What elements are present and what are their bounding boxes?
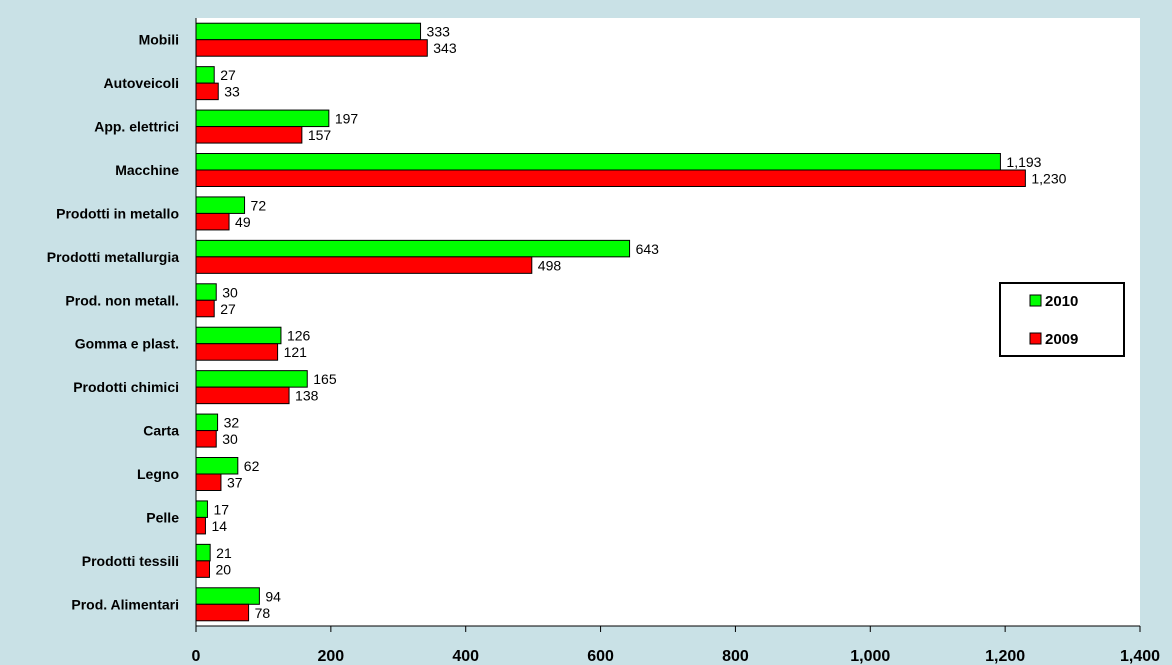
data-label-2009: 14 bbox=[211, 518, 227, 534]
data-label-2009: 30 bbox=[222, 431, 238, 447]
category-label: Prodotti metallurgia bbox=[47, 249, 179, 265]
data-label-2010: 17 bbox=[213, 501, 229, 517]
bar-2009 bbox=[195, 386, 290, 405]
data-label-2010: 165 bbox=[313, 371, 337, 387]
data-label-2009: 157 bbox=[308, 127, 332, 143]
category-labels: Mobili Autoveicoli App. elettrici Macchine P… bbox=[47, 32, 179, 613]
data-label-2009: 343 bbox=[433, 40, 457, 56]
bar-2010 bbox=[195, 413, 219, 432]
data-label-2010: 94 bbox=[265, 588, 281, 604]
bar-2009 bbox=[195, 603, 250, 622]
category-label: Macchine bbox=[115, 162, 179, 178]
legend-label-2010: 2010 bbox=[1045, 293, 1078, 310]
category-label: Mobili bbox=[139, 32, 179, 48]
data-label-2009: 33 bbox=[224, 84, 240, 100]
data-label-2009: 78 bbox=[255, 605, 271, 621]
data-label-2009: 138 bbox=[295, 388, 319, 404]
data-label-2010: 1,193 bbox=[1006, 154, 1041, 170]
x-tick-label: 400 bbox=[452, 648, 479, 665]
bar-2010 bbox=[195, 239, 631, 258]
data-label-2010: 197 bbox=[335, 111, 359, 127]
data-label-2010: 27 bbox=[220, 67, 236, 83]
data-label-2009: 49 bbox=[235, 214, 251, 230]
data-label-2009: 1,230 bbox=[1031, 171, 1066, 187]
legend-box bbox=[999, 282, 1125, 357]
bar-2010 bbox=[195, 500, 208, 518]
data-label-2010: 30 bbox=[222, 284, 238, 300]
category-label: Prod. Alimentari bbox=[71, 596, 179, 612]
bar-2010 bbox=[195, 543, 211, 562]
bar-2010 bbox=[195, 66, 215, 84]
category-label: Autoveicoli bbox=[104, 75, 179, 91]
bar-2010 bbox=[195, 457, 239, 475]
x-ticks: 0 200 400 600 800 1,000 1,200 1,400 bbox=[192, 626, 1160, 665]
bar-2009 bbox=[195, 39, 428, 57]
bar-2010 bbox=[195, 153, 1001, 171]
data-label-2009: 121 bbox=[284, 344, 308, 360]
bar-2009 bbox=[195, 212, 230, 231]
data-label-2009: 20 bbox=[215, 561, 231, 577]
category-label: Prodotti chimici bbox=[73, 379, 179, 395]
legend-swatch-2010 bbox=[1029, 294, 1042, 307]
bar-2009 bbox=[195, 256, 533, 274]
data-label-2009: 498 bbox=[538, 257, 562, 273]
bar-2009 bbox=[195, 343, 279, 361]
category-label: Prodotti in metallo bbox=[56, 205, 179, 221]
data-label-2010: 21 bbox=[216, 545, 232, 561]
bar-2010 bbox=[195, 587, 260, 605]
bar-2009 bbox=[195, 299, 215, 318]
bar-2010 bbox=[195, 109, 330, 128]
bar-2010 bbox=[195, 283, 217, 301]
category-label: Gomma e plast. bbox=[75, 336, 179, 352]
bar-2010 bbox=[195, 196, 246, 214]
bar-2009 bbox=[195, 169, 1026, 187]
bars-group: 33334327331971571,1931,23072496434983027… bbox=[195, 22, 1067, 622]
bar-2009 bbox=[195, 430, 217, 448]
legend-label-2009: 2009 bbox=[1045, 331, 1078, 348]
category-label: Prodotti tessili bbox=[82, 553, 179, 569]
plot-area bbox=[196, 18, 1140, 626]
bar-2009 bbox=[195, 126, 303, 144]
x-tick-label: 600 bbox=[587, 648, 614, 665]
data-label-2010: 32 bbox=[224, 415, 240, 431]
bar-2010 bbox=[195, 370, 308, 388]
bar-2009 bbox=[195, 473, 222, 491]
x-tick-label: 800 bbox=[722, 648, 749, 665]
category-label: Prod. non metall. bbox=[65, 292, 179, 308]
data-label-2010: 333 bbox=[427, 24, 451, 40]
data-label-2010: 126 bbox=[287, 328, 311, 344]
bar-2010 bbox=[195, 22, 422, 41]
bar-2010 bbox=[195, 326, 282, 345]
category-label: Legno bbox=[137, 466, 179, 482]
category-label: App. elettrici bbox=[94, 119, 179, 135]
data-label-2010: 643 bbox=[636, 241, 660, 257]
data-label-2009: 27 bbox=[220, 301, 236, 317]
axes bbox=[195, 18, 1140, 627]
bar-2009 bbox=[195, 516, 206, 535]
x-tick-label: 200 bbox=[318, 648, 345, 665]
x-tick-label: 0 bbox=[192, 648, 201, 665]
data-label-2010: 62 bbox=[244, 458, 260, 474]
x-tick-label: 1,000 bbox=[850, 648, 890, 665]
legend: 2010 2009 bbox=[999, 282, 1125, 357]
data-label-2010: 72 bbox=[251, 197, 267, 213]
data-label-2009: 37 bbox=[227, 475, 243, 491]
category-label: Carta bbox=[143, 423, 179, 439]
bar-2009 bbox=[195, 560, 210, 578]
x-tick-label: 1,400 bbox=[1120, 648, 1160, 665]
x-tick-label: 1,200 bbox=[985, 648, 1025, 665]
category-label: Pelle bbox=[146, 509, 179, 525]
legend-swatch-2009 bbox=[1029, 332, 1042, 345]
bar-2009 bbox=[195, 82, 219, 101]
